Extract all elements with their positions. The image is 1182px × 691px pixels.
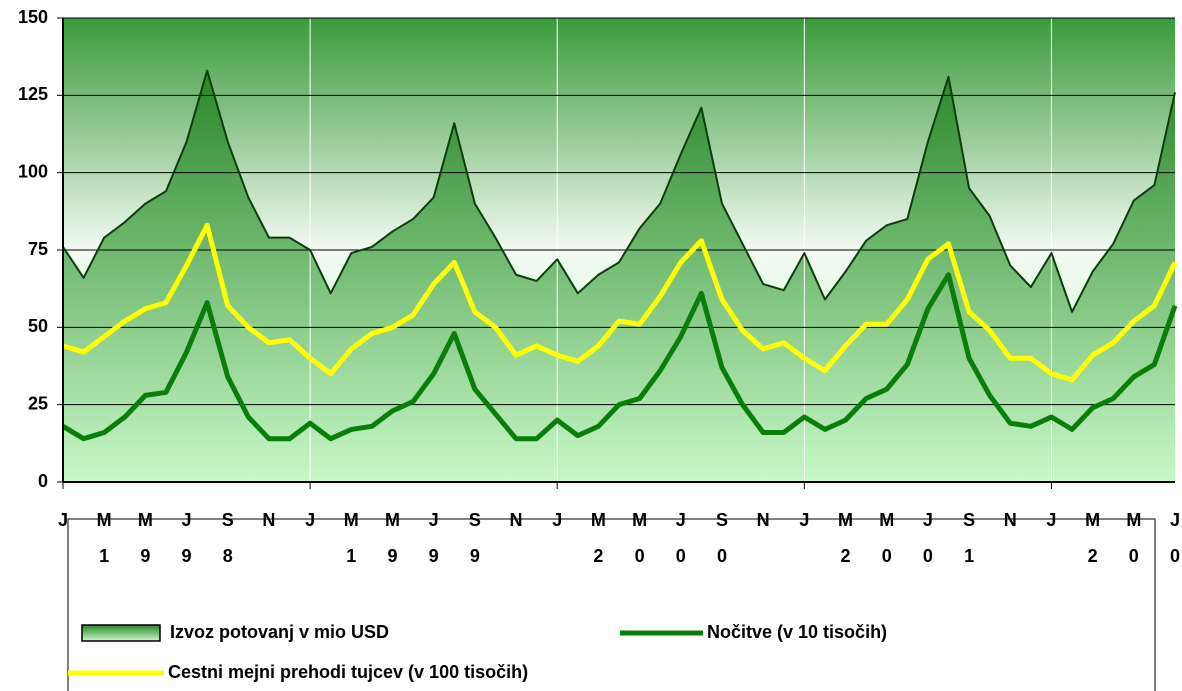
x-tick-label-year: 1 — [964, 546, 974, 566]
y-tick-label: 25 — [28, 393, 48, 413]
x-tick-label: J — [1046, 510, 1056, 530]
x-tick-label: N — [510, 510, 523, 530]
x-tick-label: J — [182, 510, 192, 530]
x-tick-label: M — [879, 510, 894, 530]
x-tick-label: J — [552, 510, 562, 530]
x-tick-label-year: 9 — [140, 546, 150, 566]
x-tick-label-year: 9 — [387, 546, 397, 566]
x-tick-label: M — [1126, 510, 1141, 530]
line — [61, 272, 1178, 442]
x-tick-label-year: 1 — [99, 546, 109, 566]
x-tick-label: J — [58, 510, 68, 530]
x-tick-label: M — [838, 510, 853, 530]
x-tick-label: M — [385, 510, 400, 530]
line — [62, 222, 1178, 383]
x-tick-label: J — [1170, 510, 1180, 530]
x-tick-label-year: 0 — [882, 546, 892, 566]
x-tick-label: S — [469, 510, 481, 530]
y-tick-label: 0 — [38, 471, 48, 491]
y-tick-label: 150 — [18, 7, 48, 27]
x-tick-label-year: 0 — [635, 546, 645, 566]
x-tick-label: N — [262, 510, 275, 530]
legend-swatch — [81, 624, 161, 642]
x-tick-label: J — [305, 510, 315, 530]
area-outline — [62, 69, 1176, 313]
x-tick-label-year: 9 — [470, 546, 480, 566]
x-tick-label: J — [923, 510, 933, 530]
x-tick-label-year: 0 — [1129, 546, 1139, 566]
x-tick-label: M — [591, 510, 606, 530]
x-tick-label: N — [757, 510, 770, 530]
x-tick-label: M — [1085, 510, 1100, 530]
legend-label: Izvoz potovanj v mio USD — [170, 622, 389, 642]
x-tick-label-year: 0 — [676, 546, 686, 566]
legend — [67, 518, 1156, 691]
x-tick-label-year: 0 — [717, 546, 727, 566]
x-tick-label: M — [632, 510, 647, 530]
x-tick-label: J — [676, 510, 686, 530]
y-tick-label: 125 — [18, 84, 48, 104]
x-tick-label-year: 2 — [593, 546, 603, 566]
x-tick-label-year: 9 — [429, 546, 439, 566]
x-tick-label: J — [799, 510, 809, 530]
y-tick-label: 100 — [18, 161, 48, 181]
x-tick-label-year: 8 — [223, 546, 233, 566]
y-tick-label: 50 — [28, 316, 48, 336]
x-tick-label: M — [344, 510, 359, 530]
x-tick-label-year: 9 — [182, 546, 192, 566]
x-tick-label-year: 0 — [923, 546, 933, 566]
x-tick-label: N — [1004, 510, 1017, 530]
legend-label: Cestni mejni prehodi tujcev (v 100 tisoč… — [168, 662, 528, 682]
y-tick-label: 75 — [28, 239, 48, 259]
x-tick-label-year: 1 — [346, 546, 356, 566]
x-tick-label-year: 2 — [841, 546, 851, 566]
x-tick-label-year: 2 — [1088, 546, 1098, 566]
x-tick-label: S — [963, 510, 975, 530]
x-tick-label: M — [138, 510, 153, 530]
x-tick-label: S — [716, 510, 728, 530]
x-tick-label-year: 0 — [1170, 546, 1180, 566]
x-tick-label: M — [97, 510, 112, 530]
x-tick-label: J — [429, 510, 439, 530]
legend-label: Nočitve (v 10 tisočih) — [707, 622, 887, 642]
x-tick-label: S — [222, 510, 234, 530]
